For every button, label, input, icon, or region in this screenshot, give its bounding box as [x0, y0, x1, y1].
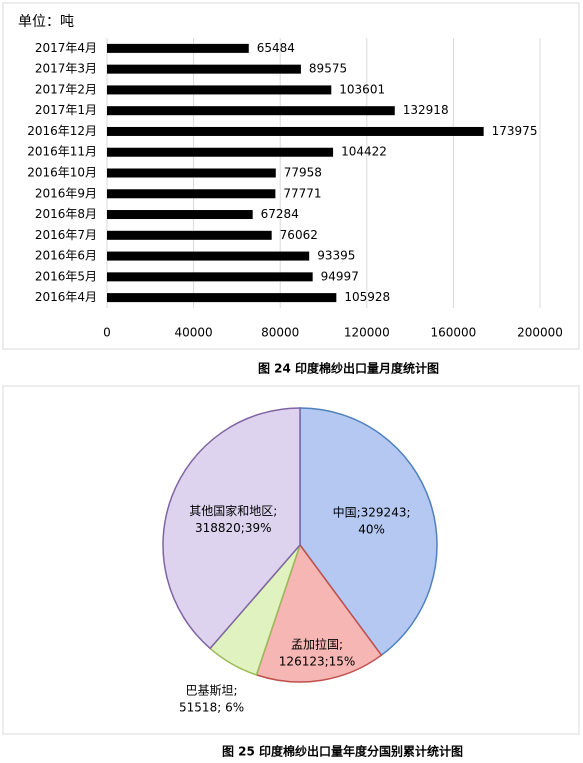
data-label: 中国;329243; — [333, 504, 411, 519]
y-tick-label: 2017年1月 — [35, 103, 97, 117]
bar — [107, 272, 313, 282]
bar — [107, 251, 310, 261]
data-label: 孟加拉国; — [291, 636, 343, 651]
y-tick-label: 2016年11月 — [27, 145, 97, 159]
data-label: 104422 — [341, 145, 387, 159]
y-tick-label: 2016年10月 — [27, 166, 97, 180]
bar — [107, 189, 276, 199]
pie-slice — [255, 543, 383, 683]
x-tick-label: 200000 — [517, 326, 563, 340]
data-label: 67284 — [261, 207, 299, 221]
unit-label: 单位：吨 — [18, 14, 74, 30]
y-tick-label: 2016年6月 — [35, 249, 97, 263]
y-tick-label: 2017年2月 — [35, 82, 97, 96]
bar — [107, 106, 395, 116]
y-tick-label: 2017年4月 — [35, 41, 97, 55]
data-label: 103601 — [339, 82, 385, 96]
x-tick-label: 120000 — [344, 326, 390, 340]
pie-slice — [299, 407, 438, 657]
y-tick-label: 2016年8月 — [35, 207, 97, 221]
data-label: 126123;15% — [279, 654, 356, 668]
x-tick-label: 0 — [103, 326, 111, 340]
data-label: 77771 — [283, 186, 321, 200]
bar — [107, 230, 272, 240]
data-label: 318820;39% — [195, 521, 272, 535]
caption: 图 25 印度棉纱出口量年度分国别累计统计图 — [222, 744, 463, 759]
pie-slice — [162, 407, 301, 650]
bar — [107, 85, 332, 95]
bar — [107, 64, 301, 74]
y-tick-label: 2017年3月 — [35, 62, 97, 76]
data-label: 105928 — [344, 290, 390, 304]
bar — [107, 293, 337, 303]
data-label: 93395 — [317, 249, 355, 263]
bar — [107, 168, 276, 178]
data-label: 40% — [358, 522, 385, 536]
bar — [107, 126, 484, 136]
x-tick-label: 80000 — [261, 326, 299, 340]
bar — [107, 43, 249, 53]
y-tick-label: 2016年4月 — [35, 290, 97, 304]
y-tick-label: 2016年12月 — [27, 124, 97, 138]
data-label: 89575 — [309, 62, 347, 76]
data-label: 173975 — [492, 124, 538, 138]
y-tick-label: 2016年9月 — [35, 186, 97, 200]
x-tick-label: 160000 — [430, 326, 476, 340]
data-label: 51518; 6% — [179, 701, 244, 715]
data-label: 76062 — [280, 228, 318, 242]
data-label: 巴基斯坦; — [186, 684, 238, 698]
data-label: 65484 — [257, 41, 295, 55]
y-tick-label: 2016年7月 — [35, 228, 97, 242]
y-tick-label: 2016年5月 — [35, 269, 97, 283]
data-label: 77958 — [284, 166, 322, 180]
data-label: 94997 — [321, 269, 359, 283]
chart-frame — [2, 2, 580, 350]
x-tick-label: 40000 — [175, 326, 213, 340]
data-label: 其他国家和地区; — [189, 503, 277, 518]
bar — [107, 147, 334, 157]
bar — [107, 210, 253, 220]
data-label: 132918 — [403, 103, 449, 117]
caption: 图 24 印度棉纱出口量月度统计图 — [258, 361, 439, 376]
